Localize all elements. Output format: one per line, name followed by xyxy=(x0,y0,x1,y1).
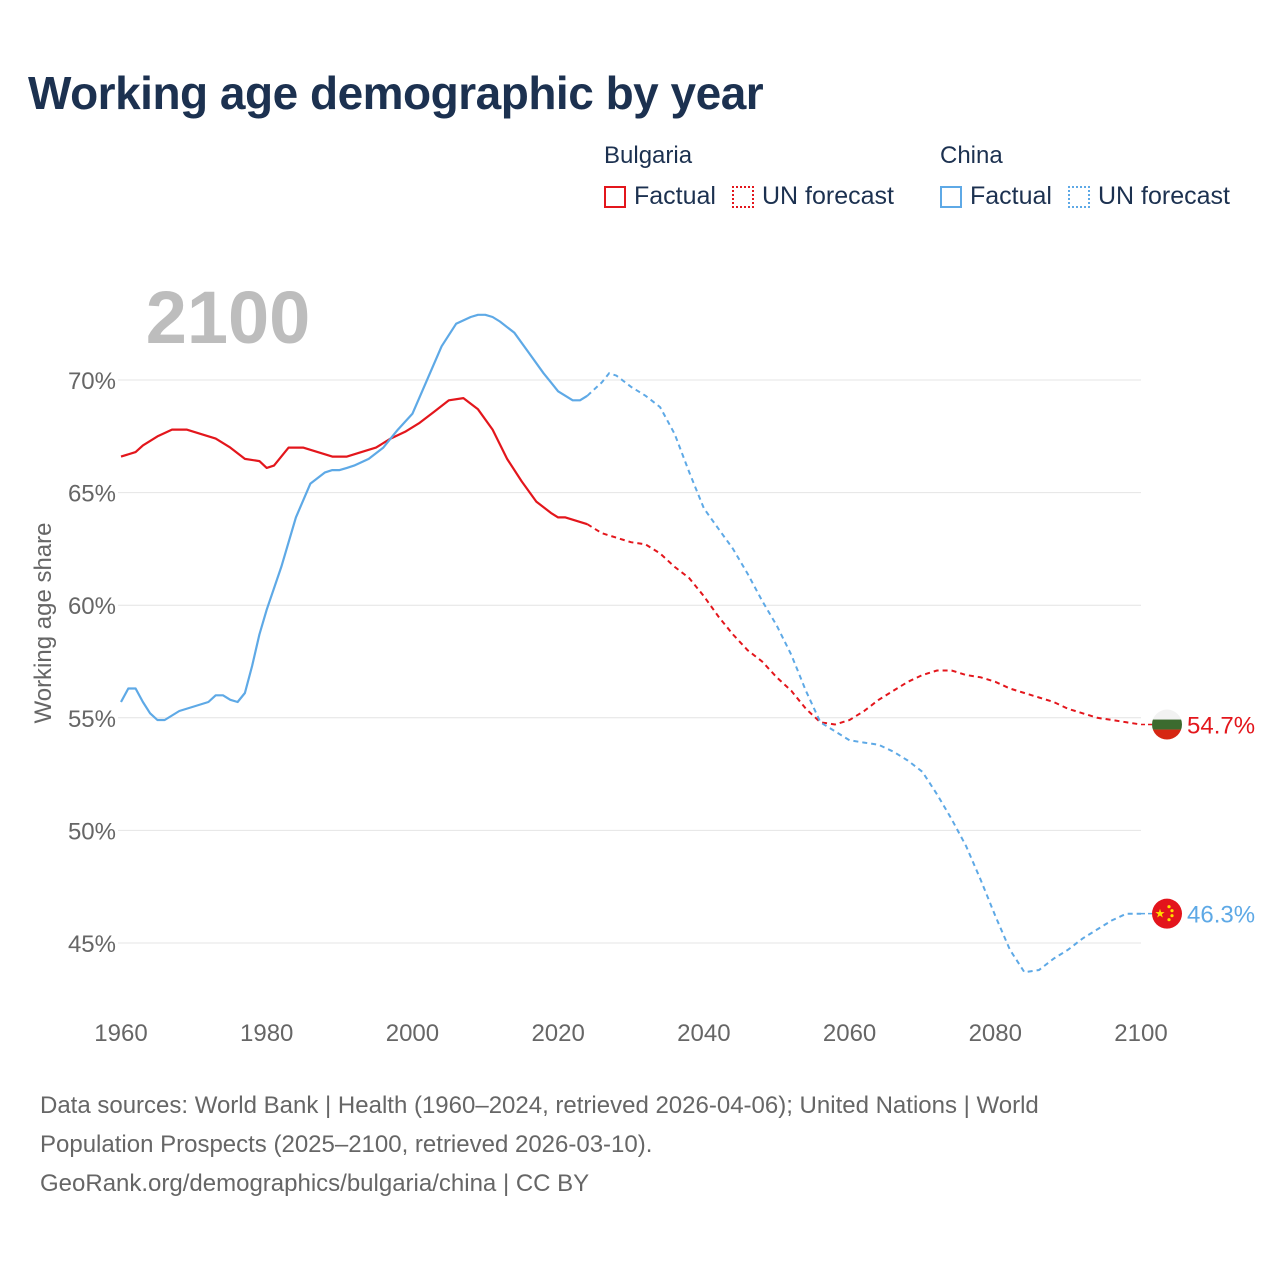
footer-sources-line-2: Population Prospects (2025–2100, retriev… xyxy=(40,1131,653,1158)
x-tick-label: 2080 xyxy=(969,1020,1022,1047)
y-axis-ticks: 45% 50% 55% 60% 65% 70% xyxy=(68,368,116,958)
legend-group-title-china: China xyxy=(940,142,1003,169)
chart-title: Working age demographic by year xyxy=(28,67,764,119)
china-forecast-line[interactable] xyxy=(586,372,1141,974)
footer: Data sources: World Bank | Health (1960–… xyxy=(40,1086,1220,1203)
y-tick-label: 45% xyxy=(68,931,116,958)
bulgaria-end-value-label: 54.7% xyxy=(1187,713,1255,740)
end-markers: 54.7% ★ 46.3% xyxy=(1141,709,1255,929)
y-tick-label: 65% xyxy=(68,481,116,508)
x-axis-ticks: 1960 1980 2000 2020 2040 2060 2080 2100 xyxy=(94,1020,1167,1047)
legend-label-bulgaria-factual: Factual xyxy=(634,182,716,210)
y-tick-label: 55% xyxy=(68,706,116,733)
series-lines xyxy=(120,313,1142,974)
bulgaria-forecast-line[interactable] xyxy=(586,523,1142,726)
x-tick-label: 2060 xyxy=(823,1020,876,1047)
legend-swatch-bulgaria-forecast xyxy=(731,185,754,208)
legend-swatch-bulgaria-factual xyxy=(604,185,626,208)
y-tick-label: 60% xyxy=(68,593,116,620)
legend-label-bulgaria-forecast: UN forecast xyxy=(761,182,894,210)
x-tick-label: 2020 xyxy=(531,1020,584,1047)
china-end-value-label: 46.3% xyxy=(1187,902,1255,929)
x-tick-label: 2040 xyxy=(677,1020,730,1047)
y-axis-label: Working age share xyxy=(30,523,57,724)
legend-label-china-forecast: UN forecast xyxy=(1097,182,1230,210)
legend-swatch-china-factual xyxy=(940,185,962,208)
legend-label-china-factual: Factual xyxy=(970,182,1052,210)
footer-credit[interactable]: GeoRank.org/demographics/bulgaria/china … xyxy=(40,1170,590,1197)
bulgaria-flag-icon xyxy=(1152,709,1182,740)
legend-item-bulgaria-factual[interactable]: Factual xyxy=(604,182,716,211)
legend-item-china-forecast[interactable]: UN forecast xyxy=(1067,182,1230,211)
bulgaria-factual-line[interactable] xyxy=(120,397,588,526)
legend-group-title-bulgaria: Bulgaria xyxy=(604,142,693,169)
china-factual-line[interactable] xyxy=(120,313,588,722)
x-tick-label: 2100 xyxy=(1114,1020,1167,1047)
year-watermark: 2100 xyxy=(146,276,311,359)
legend-item-china-factual[interactable]: Factual xyxy=(940,182,1052,211)
legend-group-china: China Factual UN forecast xyxy=(940,140,1246,211)
line-chart: 45% 50% 55% 60% 65% 70% 1960 1980 2000 2020 2040 2… xyxy=(30,276,1255,1047)
x-tick-label: 2000 xyxy=(386,1020,439,1047)
legend: Bulgaria Factual UN forecast China Factu… xyxy=(0,140,1280,230)
china-flag-icon: ★ xyxy=(1152,898,1182,929)
legend-item-bulgaria-forecast[interactable]: UN forecast xyxy=(731,182,894,211)
svg-text:★: ★ xyxy=(1155,907,1166,921)
footer-sources-line-1: Data sources: World Bank | Health (1960–… xyxy=(40,1092,1039,1119)
grid-lines xyxy=(118,379,1141,944)
y-tick-label: 70% xyxy=(68,368,116,395)
legend-swatch-china-forecast xyxy=(1067,185,1090,208)
legend-group-bulgaria: Bulgaria Factual UN forecast xyxy=(604,140,910,211)
x-tick-label: 1980 xyxy=(240,1020,293,1047)
x-tick-label: 1960 xyxy=(94,1020,147,1047)
y-tick-label: 50% xyxy=(68,818,116,845)
